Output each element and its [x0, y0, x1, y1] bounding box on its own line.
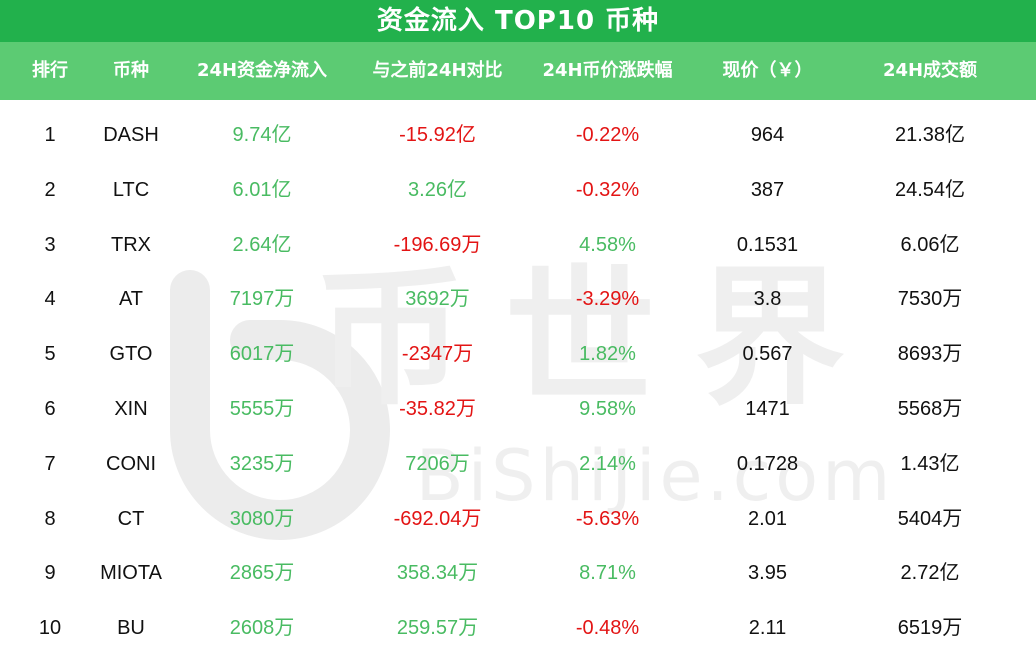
- cell-vs-prev: -15.92亿: [399, 124, 476, 146]
- cell-vs-prev: -2347万: [401, 343, 474, 366]
- cell-price-change: -5.63%: [575, 507, 640, 530]
- cell-rank: 8: [44, 507, 56, 530]
- table-row: 9 MIOTA 2865万 358.34万 8.71% 3.95 2.72亿: [0, 546, 1036, 601]
- cell-price: 0.1531: [736, 233, 799, 256]
- table-header-row: 排行 币种 24H资金净流入 与之前24H对比 24H币价涨跌幅 现价（￥） 2…: [0, 42, 1036, 100]
- cell-volume: 1.43亿: [900, 452, 960, 475]
- cell-coin: CONI: [106, 452, 156, 475]
- cell-price-change: 2.14%: [579, 452, 636, 475]
- cell-vs-prev: -196.69万: [393, 233, 482, 256]
- cell-net-inflow: 2865万: [229, 562, 295, 585]
- cell-price: 3.8: [753, 288, 782, 311]
- cell-price-change: -3.29%: [575, 288, 640, 311]
- header-volume: 24H成交额: [882, 60, 978, 81]
- cell-net-inflow: 3080万: [229, 507, 295, 530]
- table-title: 资金流入 TOP10 币种: [0, 0, 1036, 42]
- cell-vs-prev: -692.04万: [393, 507, 482, 530]
- cell-rank: 5: [44, 343, 56, 366]
- cell-volume: 5404万: [897, 507, 963, 530]
- cell-volume: 5568万: [897, 398, 963, 420]
- cell-price-change: 8.71%: [579, 562, 636, 585]
- cell-net-inflow: 2.64亿: [232, 233, 292, 256]
- cell-price-change: 4.58%: [579, 233, 636, 256]
- header-vs-prev: 与之前24H对比: [372, 60, 503, 81]
- cell-volume: 2.72亿: [900, 562, 960, 585]
- cell-price: 2.01: [748, 507, 787, 530]
- cell-price: 0.1728: [736, 452, 799, 475]
- cell-rank: 1: [44, 124, 56, 146]
- cell-rank: 2: [44, 178, 56, 201]
- cell-coin: TRX: [111, 233, 151, 256]
- table-row: 8 CT 3080万 -692.04万 -5.63% 2.01 5404万: [0, 492, 1036, 547]
- table-row: 1 DASH 9.74亿 -15.92亿 -0.22% 964 21.38亿: [0, 108, 1036, 163]
- cell-net-inflow: 7197万: [229, 288, 295, 311]
- cell-price: 0.567: [742, 343, 793, 366]
- header-price-change: 24H币价涨跌幅: [542, 60, 673, 81]
- cell-rank: 3: [44, 233, 56, 256]
- cell-coin: CT: [117, 507, 145, 530]
- header-coin: 币种: [113, 60, 149, 81]
- cell-coin: GTO: [109, 343, 153, 366]
- table-row: 7 CONI 3235万 7206万 2.14% 0.1728 1.43亿: [0, 437, 1036, 492]
- cell-price-change: -0.48%: [575, 617, 640, 640]
- cell-rank: 7: [44, 452, 56, 475]
- table-row: 3 TRX 2.64亿 -196.69万 4.58% 0.1531 6.06亿: [0, 218, 1036, 273]
- cell-price: 387: [750, 178, 785, 201]
- table-row: 6 XIN 5555万 -35.82万 9.58% 1471 5568万: [0, 382, 1036, 437]
- cell-price: 2.11: [748, 617, 787, 640]
- cell-vs-prev: -35.82万: [399, 398, 476, 420]
- cell-volume: 21.38亿: [894, 124, 966, 146]
- cell-coin: AT: [118, 288, 144, 311]
- cell-rank: 6: [44, 398, 56, 420]
- cell-vs-prev: 7206万: [405, 452, 470, 475]
- cell-price-change: -0.22%: [575, 124, 640, 146]
- cell-rank: 9: [44, 562, 56, 585]
- header-price: 现价（￥）: [722, 60, 813, 81]
- cell-net-inflow: 9.74亿: [232, 124, 292, 146]
- table-row: 2 LTC 6.01亿 3.26亿 -0.32% 387 24.54亿: [0, 163, 1036, 218]
- table-row: 10 BU 2608万 259.57万 -0.48% 2.11 6519万: [0, 601, 1036, 656]
- cell-rank: 10: [38, 617, 62, 640]
- cell-vs-prev: 259.57万: [396, 617, 479, 640]
- cell-price-change: 9.58%: [579, 398, 636, 420]
- cell-net-inflow: 6017万: [229, 343, 295, 366]
- cell-coin: XIN: [114, 398, 148, 420]
- cell-coin: LTC: [112, 178, 150, 201]
- cell-vs-prev: 358.34万: [396, 562, 479, 585]
- cell-price-change: 1.82%: [579, 343, 636, 366]
- cell-volume: 6519万: [897, 617, 963, 640]
- cell-price: 1471: [745, 398, 790, 420]
- cell-coin: BU: [117, 617, 145, 640]
- cell-volume: 7530万: [897, 288, 963, 311]
- cell-vs-prev: 3692万: [405, 288, 470, 311]
- cell-net-inflow: 5555万: [229, 398, 295, 420]
- cell-coin: MIOTA: [100, 562, 162, 585]
- cell-volume: 8693万: [897, 343, 963, 366]
- table-row: 4 AT 7197万 3692万 -3.29% 3.8 7530万: [0, 272, 1036, 327]
- cell-price: 964: [750, 124, 785, 146]
- cell-vs-prev: 3.26亿: [408, 178, 467, 201]
- cell-net-inflow: 6.01亿: [232, 178, 292, 201]
- cell-net-inflow: 2608万: [229, 617, 295, 640]
- cell-coin: DASH: [103, 124, 159, 146]
- cell-volume: 24.54亿: [894, 178, 966, 201]
- table-row: 5 GTO 6017万 -2347万 1.82% 0.567 8693万: [0, 327, 1036, 382]
- cell-rank: 4: [44, 288, 56, 311]
- cell-volume: 6.06亿: [900, 233, 960, 256]
- cell-price-change: -0.32%: [575, 178, 640, 201]
- cell-price: 3.95: [748, 562, 787, 585]
- header-net-inflow: 24H资金净流入: [196, 60, 328, 81]
- cell-net-inflow: 3235万: [229, 452, 295, 475]
- header-rank: 排行: [32, 60, 68, 81]
